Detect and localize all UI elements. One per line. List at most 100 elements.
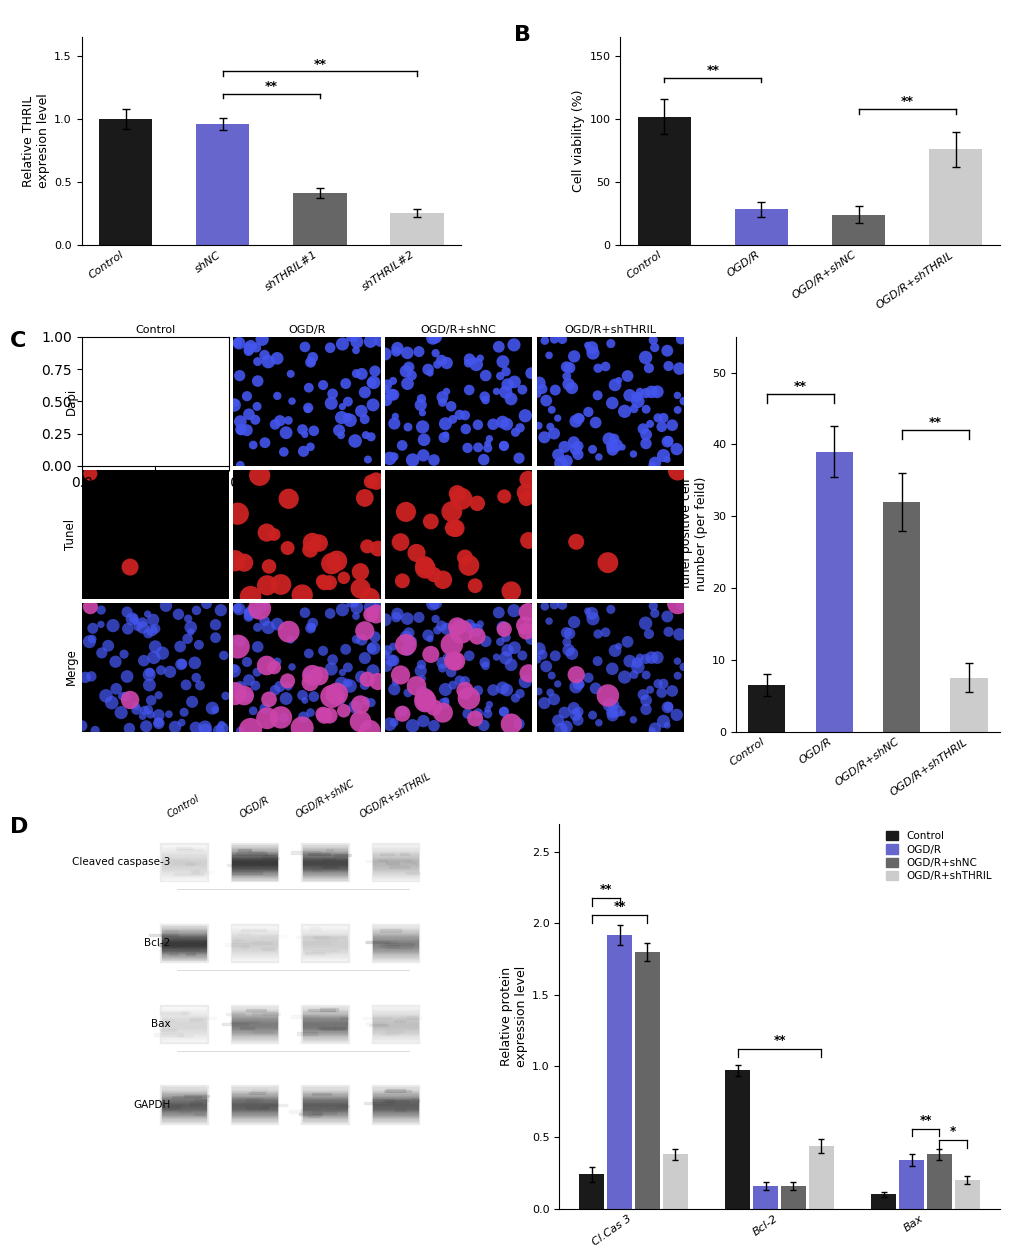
Point bbox=[640, 624, 656, 644]
Point bbox=[161, 704, 177, 724]
Point bbox=[197, 718, 213, 738]
Point bbox=[282, 364, 299, 384]
Point bbox=[637, 384, 653, 404]
Point bbox=[151, 705, 167, 725]
Point bbox=[226, 392, 243, 412]
Bar bbox=[395, 1109, 406, 1111]
Bar bbox=[308, 852, 330, 855]
Bar bbox=[182, 944, 192, 947]
Point bbox=[162, 662, 178, 682]
Bar bbox=[235, 852, 267, 855]
Point bbox=[658, 431, 675, 451]
Bar bbox=[243, 1103, 257, 1105]
Point bbox=[238, 420, 255, 440]
Point bbox=[461, 645, 477, 665]
Point bbox=[494, 678, 511, 698]
Point bbox=[425, 698, 441, 718]
Point bbox=[494, 618, 511, 638]
Point bbox=[127, 345, 144, 365]
Point bbox=[520, 470, 536, 490]
Point bbox=[235, 685, 252, 705]
Point bbox=[512, 684, 528, 704]
Bar bbox=[385, 947, 411, 949]
Bar bbox=[363, 1101, 392, 1104]
Bar bbox=[379, 930, 400, 932]
Point bbox=[445, 650, 462, 670]
Point bbox=[182, 617, 199, 637]
Point bbox=[311, 665, 327, 685]
Bar bbox=[926, 1155, 951, 1209]
Point bbox=[531, 639, 547, 659]
Point bbox=[448, 483, 465, 503]
Point bbox=[413, 654, 429, 674]
Point bbox=[151, 420, 167, 440]
Bar bbox=[321, 1028, 334, 1030]
Point bbox=[546, 329, 562, 349]
Point bbox=[321, 573, 337, 593]
Point bbox=[243, 587, 259, 607]
Point bbox=[378, 657, 394, 677]
Point bbox=[279, 670, 296, 690]
Point bbox=[269, 614, 285, 634]
Bar bbox=[385, 1100, 409, 1103]
Point bbox=[360, 450, 376, 470]
Bar bbox=[301, 1004, 348, 1043]
Point bbox=[172, 371, 189, 391]
Point bbox=[240, 339, 257, 359]
Point bbox=[475, 450, 491, 470]
Point bbox=[143, 690, 159, 710]
Point bbox=[207, 349, 223, 369]
Point bbox=[357, 488, 373, 508]
Bar bbox=[296, 936, 327, 938]
Point bbox=[397, 502, 414, 522]
Point bbox=[648, 381, 664, 401]
Y-axis label: Dapi: Dapi bbox=[64, 388, 77, 415]
Bar bbox=[928, 150, 981, 244]
Point bbox=[154, 643, 170, 663]
Point bbox=[425, 450, 441, 470]
Point bbox=[198, 720, 214, 740]
Point bbox=[637, 690, 653, 710]
Point bbox=[302, 353, 318, 373]
Point bbox=[363, 373, 379, 392]
Point bbox=[564, 644, 580, 664]
Point bbox=[151, 440, 167, 460]
Point bbox=[490, 603, 506, 623]
Point bbox=[334, 663, 351, 683]
Point bbox=[93, 334, 109, 354]
Point bbox=[98, 685, 114, 705]
Point bbox=[668, 665, 685, 685]
Point bbox=[158, 330, 174, 350]
Bar bbox=[382, 1100, 409, 1101]
Point bbox=[365, 660, 381, 680]
Point bbox=[279, 538, 296, 558]
Point bbox=[367, 627, 383, 647]
Bar bbox=[154, 1033, 183, 1035]
Point bbox=[192, 410, 208, 430]
Point bbox=[254, 329, 270, 349]
Bar bbox=[388, 943, 413, 944]
Point bbox=[653, 417, 669, 437]
Point bbox=[604, 440, 621, 460]
Point bbox=[427, 609, 443, 629]
Legend: Control, OGD/R, OGD/R+shNC, OGD/R+shTHRIL: Control, OGD/R, OGD/R+shNC, OGD/R+shTHRI… bbox=[882, 829, 994, 883]
Point bbox=[341, 410, 358, 430]
Bar bbox=[386, 862, 399, 865]
Point bbox=[648, 648, 664, 668]
Point bbox=[668, 652, 685, 672]
Point bbox=[87, 455, 103, 475]
Point bbox=[303, 617, 319, 637]
Point bbox=[540, 345, 556, 365]
Point bbox=[615, 667, 632, 687]
Point bbox=[400, 358, 417, 378]
Bar bbox=[252, 1089, 266, 1091]
Point bbox=[429, 355, 445, 375]
Point bbox=[549, 710, 566, 730]
Point bbox=[658, 607, 675, 627]
Point bbox=[167, 451, 183, 471]
Bar bbox=[324, 866, 333, 868]
Point bbox=[372, 330, 388, 350]
Bar bbox=[301, 844, 348, 881]
Point bbox=[258, 522, 274, 542]
Point bbox=[644, 596, 660, 616]
